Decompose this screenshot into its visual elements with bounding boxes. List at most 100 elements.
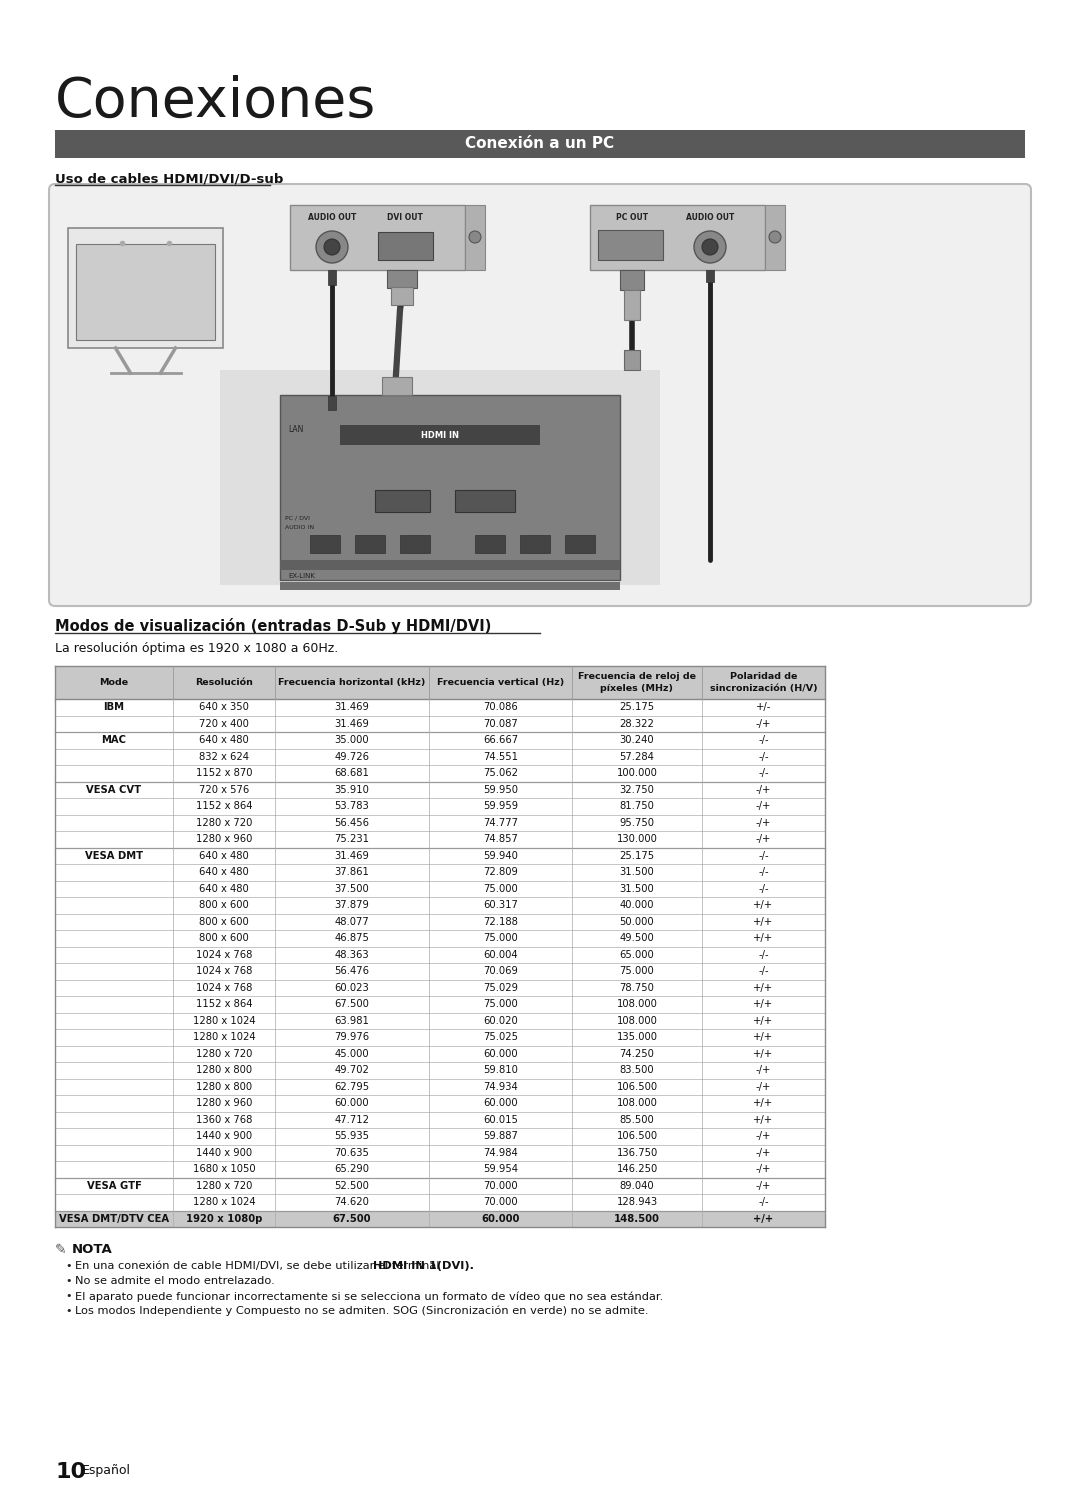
- Bar: [598, 230, 663, 260]
- Text: 60.015: 60.015: [483, 1115, 518, 1125]
- Text: 70.000: 70.000: [483, 1197, 517, 1207]
- Text: 10: 10: [55, 1463, 86, 1482]
- Text: 108.000: 108.000: [617, 1016, 658, 1026]
- Text: -/+: -/+: [756, 719, 771, 729]
- Text: +/+: +/+: [754, 983, 773, 992]
- FancyBboxPatch shape: [49, 184, 1031, 607]
- Text: 75.000: 75.000: [483, 934, 518, 943]
- Text: AUDIO OUT: AUDIO OUT: [686, 214, 734, 223]
- Bar: [382, 376, 411, 394]
- Text: 59.950: 59.950: [483, 784, 518, 795]
- Text: 1280 x 720: 1280 x 720: [195, 817, 253, 828]
- Text: 31.469: 31.469: [335, 702, 369, 713]
- Bar: [387, 270, 417, 288]
- Text: 40.000: 40.000: [620, 901, 654, 910]
- Bar: [328, 396, 336, 409]
- Text: 78.750: 78.750: [620, 983, 654, 992]
- Text: Frecuencia horizontal (kHz): Frecuencia horizontal (kHz): [279, 678, 426, 687]
- Text: 95.750: 95.750: [620, 817, 654, 828]
- Text: 46.875: 46.875: [335, 934, 369, 943]
- Text: Modos de visualización (entradas D-Sub y HDMI/DVI): Modos de visualización (entradas D-Sub y…: [55, 619, 491, 633]
- Text: 640 x 480: 640 x 480: [199, 735, 248, 746]
- Bar: [590, 205, 765, 270]
- Text: 75.000: 75.000: [483, 884, 518, 893]
- Text: 75.000: 75.000: [620, 967, 654, 976]
- Text: 48.077: 48.077: [335, 917, 369, 926]
- Text: 31.469: 31.469: [335, 719, 369, 729]
- Text: 1024 x 768: 1024 x 768: [195, 950, 253, 959]
- Text: 100.000: 100.000: [617, 768, 658, 778]
- Text: 67.500: 67.500: [335, 999, 369, 1010]
- Text: -/+: -/+: [756, 1082, 771, 1092]
- Text: 25.175: 25.175: [620, 702, 654, 713]
- Text: 57.284: 57.284: [620, 751, 654, 762]
- Text: 146.250: 146.250: [617, 1164, 658, 1174]
- Text: 1024 x 768: 1024 x 768: [195, 983, 253, 992]
- Text: 75.025: 75.025: [483, 1032, 518, 1043]
- Text: 47.712: 47.712: [335, 1115, 369, 1125]
- Text: NOTA: NOTA: [72, 1243, 112, 1256]
- Text: 83.500: 83.500: [620, 1065, 654, 1076]
- Text: Frecuencia de reloj de
píxeles (MHz): Frecuencia de reloj de píxeles (MHz): [578, 672, 696, 693]
- Bar: [465, 205, 485, 270]
- Text: 74.551: 74.551: [483, 751, 518, 762]
- Text: 59.959: 59.959: [483, 801, 518, 811]
- Bar: [280, 583, 620, 590]
- Bar: [328, 270, 336, 285]
- Text: 800 x 600: 800 x 600: [199, 934, 248, 943]
- Text: -/+: -/+: [756, 801, 771, 811]
- Text: Polaridad de
sincronización (H/V): Polaridad de sincronización (H/V): [710, 672, 818, 693]
- Text: 1280 x 960: 1280 x 960: [195, 834, 253, 844]
- Text: -/+: -/+: [756, 1180, 771, 1191]
- Text: 35.000: 35.000: [335, 735, 369, 746]
- Text: 30.240: 30.240: [620, 735, 654, 746]
- Text: 70.087: 70.087: [483, 719, 518, 729]
- Text: En una conexión de cable HDMI/DVI, se debe utilizar el terminal: En una conexión de cable HDMI/DVI, se de…: [75, 1261, 443, 1271]
- Text: 37.861: 37.861: [335, 867, 369, 877]
- Text: 640 x 480: 640 x 480: [199, 867, 248, 877]
- Text: 1360 x 768: 1360 x 768: [195, 1115, 253, 1125]
- Bar: [68, 229, 222, 348]
- Text: 31.469: 31.469: [335, 850, 369, 861]
- Text: •: •: [65, 1261, 71, 1271]
- Text: 1152 x 864: 1152 x 864: [195, 801, 253, 811]
- Text: 60.000: 60.000: [483, 1049, 517, 1059]
- Text: 74.777: 74.777: [483, 817, 518, 828]
- Text: PC OUT: PC OUT: [616, 214, 648, 223]
- Bar: [706, 270, 714, 282]
- Text: 1280 x 1024: 1280 x 1024: [192, 1032, 255, 1043]
- Text: 1152 x 870: 1152 x 870: [195, 768, 253, 778]
- Text: 106.500: 106.500: [617, 1082, 658, 1092]
- Text: 832 x 624: 832 x 624: [199, 751, 249, 762]
- Text: 79.976: 79.976: [335, 1032, 369, 1043]
- Circle shape: [769, 232, 781, 244]
- Text: +/+: +/+: [754, 901, 773, 910]
- Text: Uso de cables HDMI/DVI/D-sub: Uso de cables HDMI/DVI/D-sub: [55, 172, 283, 185]
- Text: VESA DMT/DTV CEA: VESA DMT/DTV CEA: [59, 1213, 170, 1224]
- Text: No se admite el modo entrelazado.: No se admite el modo entrelazado.: [75, 1276, 274, 1286]
- Text: 63.981: 63.981: [335, 1016, 369, 1026]
- Bar: [220, 371, 660, 586]
- Text: 60.020: 60.020: [483, 1016, 518, 1026]
- Text: 1440 x 900: 1440 x 900: [195, 1131, 252, 1141]
- Text: 1680 x 1050: 1680 x 1050: [192, 1164, 255, 1174]
- Text: ✎: ✎: [55, 1243, 67, 1256]
- Text: 60.004: 60.004: [483, 950, 517, 959]
- Circle shape: [469, 232, 481, 244]
- Text: 31.500: 31.500: [620, 884, 654, 893]
- Circle shape: [702, 239, 718, 255]
- Text: 60.317: 60.317: [483, 901, 518, 910]
- Text: 720 x 400: 720 x 400: [199, 719, 248, 729]
- Text: 74.934: 74.934: [483, 1082, 518, 1092]
- Text: 74.857: 74.857: [483, 834, 518, 844]
- Text: 81.750: 81.750: [620, 801, 654, 811]
- Text: +/+: +/+: [754, 1098, 773, 1109]
- Text: -/-: -/-: [758, 884, 769, 893]
- Text: 65.000: 65.000: [620, 950, 654, 959]
- Text: 35.910: 35.910: [335, 784, 369, 795]
- Text: +/+: +/+: [754, 1016, 773, 1026]
- Text: 52.500: 52.500: [335, 1180, 369, 1191]
- Text: •: •: [65, 1306, 71, 1316]
- Text: -/+: -/+: [756, 817, 771, 828]
- Text: 49.702: 49.702: [335, 1065, 369, 1076]
